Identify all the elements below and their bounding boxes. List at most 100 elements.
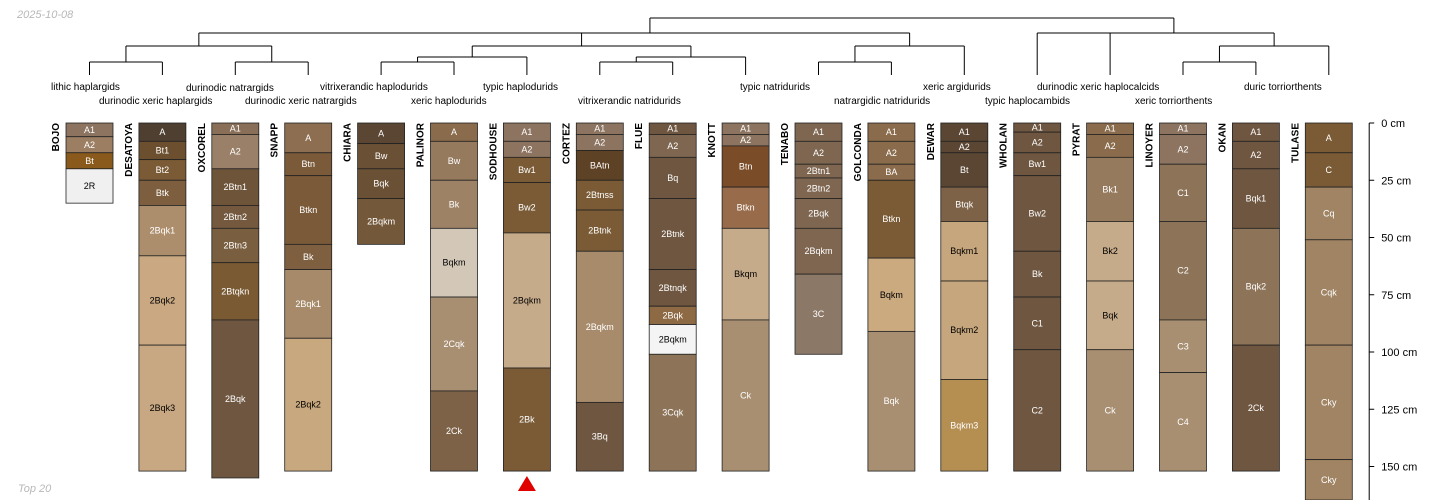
profile-name: OXCOREL [197,123,208,172]
taxon-label: durinodic xeric haplargids [99,96,212,107]
horizon-label: Bqk2 [1246,282,1267,292]
profile-name: DEWAR [926,122,937,160]
horizon-label: 2Btn2 [807,183,831,193]
horizon-block [284,175,333,245]
horizon-label: Btk [156,188,170,198]
profile-chiara: CHIARA A Bw Bqk 2Bqkm [343,122,406,245]
horizon-label: 2Ck [446,426,463,436]
profile-name: CHIARA [343,123,354,162]
depth-tick-label: 100 cm [1381,347,1417,359]
horizon-label: 2Btn1 [224,182,248,192]
horizon-label: A [159,127,165,137]
horizon-label: C1 [1177,188,1189,198]
horizon-label: 2Btnk [661,229,685,239]
horizon-block [940,186,989,222]
horizon-block [211,227,260,264]
horizon-block [648,269,697,307]
depth-tick-label: 50 cm [1381,233,1411,245]
horizon-label: 2Bqkm [513,295,541,305]
horizon-block [502,232,551,369]
horizon-label: 2Bqkm [804,246,832,256]
horizon-block [721,145,770,188]
horizon-label: A1 [1032,123,1043,133]
horizon-label: Bqk1 [1246,194,1267,204]
horizon-block [1304,239,1353,346]
horizon-label: 3Bq [592,432,608,442]
horizon-label: Cqk [1321,287,1338,297]
horizon-block [940,379,989,472]
horizon-label: Bt [85,156,94,166]
selected-profile-marker-icon [517,476,536,491]
horizon-label: A [451,127,457,137]
profile-name: PYRAT [1072,123,1083,156]
horizon-label: Bqkm2 [950,325,978,335]
horizon-label: A2 [740,135,751,145]
horizon-label: A1 [230,124,241,134]
profile-wholan: WHOLAN A1 A2 Bw1 Bw2 Bk C1 C2 [999,123,1062,472]
horizon-block [284,243,333,270]
horizon-label: A2 [1250,150,1261,160]
horizon-label: C1 [1031,318,1043,328]
horizon-block [1232,344,1280,472]
horizon-block [1013,296,1062,351]
taxon-label: xeric argidurids [923,82,991,93]
horizon-label: A2 [1105,141,1116,151]
taxon-label: typic haplocambids [985,96,1070,107]
horizon-block [648,198,697,270]
profile-cortez: CORTEZ A1 A2 BAtn 2Btnss 2Btnk 2Bqkm 3Bq [561,122,624,472]
horizon-label: 2Bqk2 [295,400,321,410]
horizon-block [357,198,406,245]
horizon-block [1304,344,1353,461]
horizon-label: Bqk [884,396,900,406]
horizon-label: A1 [1105,124,1116,134]
profile-sodhouse: SODHOUSE A1 A2 Bw1 Bw2 2Bqkm 2Bk [488,122,551,472]
horizon-block [211,168,260,206]
horizon-block [138,179,187,206]
date-label: 2025-10-08 [16,9,74,21]
taxon-label: xeric haplodurids [411,96,487,107]
horizon-label: Bt [960,165,969,175]
horizon-block [1232,168,1280,229]
horizon-label: Btn [739,162,753,172]
taxon-label: natrargidic natridurids [834,96,930,107]
profile-name: WHOLAN [999,123,1010,168]
horizon-label: A [378,128,384,138]
horizon-block [357,143,406,170]
horizon-label: Bw [448,156,461,166]
horizon-block [1086,156,1134,222]
horizon-label: Ck [740,391,751,401]
taxon-label: typic natridurids [740,82,810,93]
horizon-block [721,319,770,472]
profile-flue: FLUE A1 A2 Bq 2Btnk 2Btnqk 2Bqk 2Bqkm 3Cqk [634,122,697,472]
horizon-label: 2Btn1 [807,166,831,176]
horizon-label: Bq [667,173,678,183]
taxonomy-labels: lithic haplargids durinodic xeric haplar… [51,82,1322,107]
horizon-label: Bqkm [442,258,465,268]
horizon-label: A2 [813,148,824,158]
horizon-block [1304,459,1353,500]
horizon-block [357,168,406,199]
profile-name: GOLCONDA [853,123,864,181]
horizon-label: Bk1 [1102,184,1118,194]
horizon-label: Bqk [1102,310,1118,320]
horizon-block [502,367,551,472]
horizon-label: Cky [1321,397,1337,407]
horizon-label: Bkqm [734,269,757,279]
horizon-block [430,140,478,181]
horizon-label: Btkn [299,205,317,215]
horizon-label: Btqk [955,199,974,209]
horizon-label: A2 [959,142,970,152]
horizon-label: 2Bqk1 [150,226,176,236]
profile-name: TULASE [1290,123,1301,163]
horizon-label: A [305,133,311,143]
marker-layer [517,476,536,491]
horizon-label: A2 [1032,137,1043,147]
horizon-label: 2Btnss [586,190,614,200]
horizon-label: 2Bqk3 [150,403,176,413]
horizon-label: A1 [84,125,95,135]
horizon-label: A1 [959,127,970,137]
profile-dewar: DEWAR A1 A2 Bt Btqk Bqkm1 Bqkm2 Bqkm3 [926,122,989,472]
horizon-block [867,330,916,472]
